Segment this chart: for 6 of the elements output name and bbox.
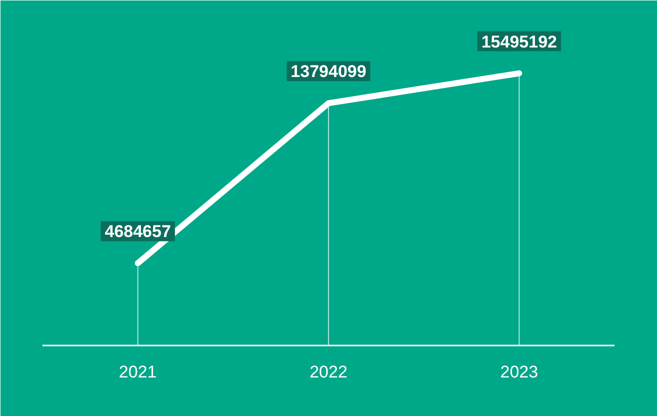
data-label: 15495192 [481,32,557,52]
x-tick-label: 2022 [310,362,348,382]
data-label: 13794099 [290,62,366,82]
x-tick-label: 2021 [118,362,157,382]
x-tick-label: 2023 [500,362,538,382]
data-label: 4684657 [104,222,171,242]
